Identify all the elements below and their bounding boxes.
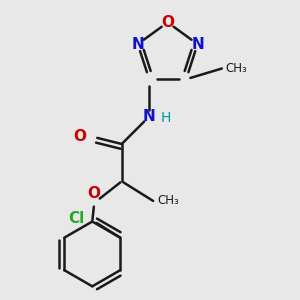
Text: H: H	[161, 110, 171, 124]
Text: N: N	[131, 37, 144, 52]
Text: O: O	[88, 186, 101, 201]
Text: O: O	[74, 129, 86, 144]
Text: O: O	[161, 15, 174, 30]
Text: CH₃: CH₃	[226, 62, 248, 75]
Text: N: N	[191, 37, 204, 52]
Text: Cl: Cl	[69, 211, 85, 226]
Text: CH₃: CH₃	[157, 194, 179, 207]
Text: N: N	[143, 109, 156, 124]
